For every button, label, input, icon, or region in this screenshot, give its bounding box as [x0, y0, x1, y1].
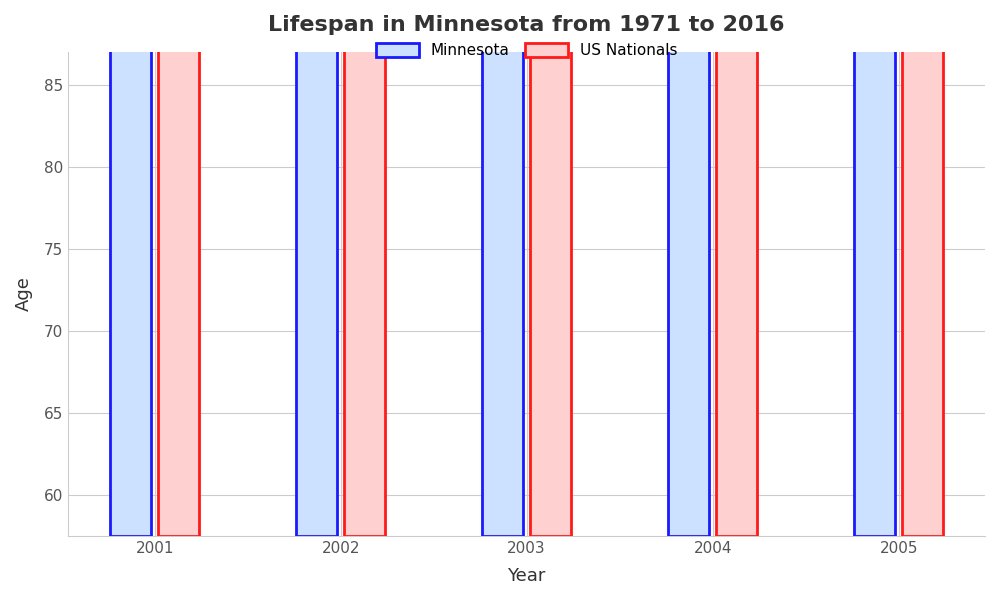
- Bar: [668, 0, 709, 536]
- Bar: [344, 0, 385, 536]
- Legend: Minnesota, US Nationals: Minnesota, US Nationals: [368, 35, 685, 65]
- Bar: [482, 0, 523, 536]
- Bar: [296, 0, 337, 536]
- Bar: [158, 0, 199, 536]
- Bar: [902, 0, 943, 536]
- X-axis label: Year: Year: [507, 567, 546, 585]
- Bar: [854, 0, 895, 536]
- Title: Lifespan in Minnesota from 1971 to 2016: Lifespan in Minnesota from 1971 to 2016: [268, 15, 785, 35]
- Y-axis label: Age: Age: [15, 277, 33, 311]
- Bar: [716, 0, 757, 536]
- Bar: [530, 0, 571, 536]
- Bar: [110, 0, 151, 536]
